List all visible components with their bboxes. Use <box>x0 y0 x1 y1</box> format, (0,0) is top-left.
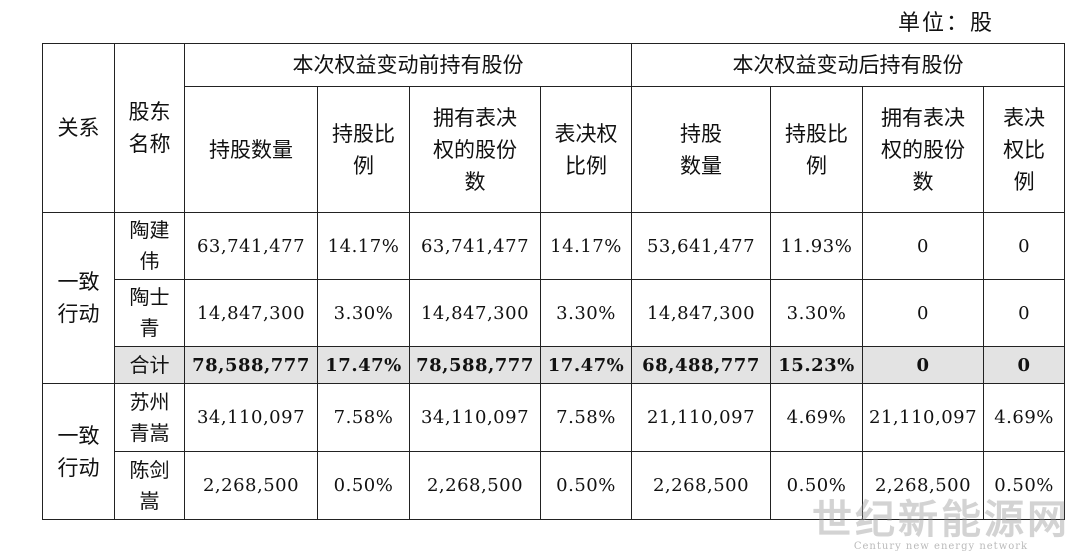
relation-cell: 一致 行动 <box>42 383 115 520</box>
shareholding-table: 关系 股东 名称 本次权益变动前持有股份 本次权益变动后持有股份 持股数量 持股… <box>42 43 1066 520</box>
table-cell: 0.50% <box>317 451 410 520</box>
header-holder-name: 股东 名称 <box>114 43 185 213</box>
header-after-share-ratio: 持股比 例 <box>770 86 863 213</box>
subtotal-row: 合计 78,588,777 17.47% 78,588,777 17.47% 6… <box>43 346 1066 384</box>
table-cell: 2,268,500 <box>631 451 771 520</box>
table-cell: 4.69% <box>983 383 1066 452</box>
holder-name-cell: 陶士 青 <box>114 279 185 347</box>
subtotal-label: 合计 <box>114 346 185 384</box>
table-cell: 34,110,097 <box>409 383 541 452</box>
table-cell: 0.50% <box>770 451 863 520</box>
header-after-group: 本次权益变动后持有股份 <box>630 43 1066 87</box>
table-cell: 3.30% <box>770 279 863 347</box>
table-row: 一致 行动 陶建 伟 63,741,477 14.17% 63,741,477 … <box>42 212 1066 384</box>
table-row: 陈剑 嵩 2,268,500 0.50% 2,268,500 0.50% 2,2… <box>43 451 1066 520</box>
header-before-share-count: 持股数量 <box>184 86 318 213</box>
table-cell: 14,847,300 <box>631 279 771 347</box>
table-cell: 0.50% <box>983 451 1066 520</box>
header-after-voting-ratio: 表决 权比 例 <box>983 86 1066 213</box>
table-cell: 68,488,777 <box>631 346 771 384</box>
table-cell: 34,110,097 <box>184 383 318 452</box>
table-row: 陶士 青 14,847,300 3.30% 14,847,300 3.30% 1… <box>43 279 1066 347</box>
header-relation: 关系 <box>42 43 115 213</box>
table-cell: 21,110,097 <box>861 383 985 452</box>
table-cell: 14.17% <box>317 212 410 280</box>
table-cell: 0 <box>983 346 1066 384</box>
table-cell: 15.23% <box>770 346 863 384</box>
table-cell: 63,741,477 <box>184 212 318 280</box>
table-cell: 0 <box>861 212 985 280</box>
table-cell: 14.17% <box>540 212 632 280</box>
header-before-share-ratio: 持股比 例 <box>317 86 410 213</box>
table-cell: 2,268,500 <box>409 451 541 520</box>
table-cell: 0 <box>861 346 985 384</box>
table-cell: 7.58% <box>317 383 410 452</box>
table-cell: 17.47% <box>540 346 632 384</box>
header-after-share-count: 持股 数量 <box>631 86 771 213</box>
table-cell: 53,641,477 <box>631 212 771 280</box>
holder-name-cell: 陶建 伟 <box>114 212 185 280</box>
table-cell: 78,588,777 <box>409 346 541 384</box>
watermark-subtitle: Century new energy network <box>853 541 1029 552</box>
header-before-voting-ratio: 表决权 比例 <box>540 86 632 213</box>
table-cell: 21,110,097 <box>631 383 771 452</box>
table-cell: 11.93% <box>770 212 863 280</box>
table-cell: 78,588,777 <box>184 346 318 384</box>
holder-name-cell: 陈剑 嵩 <box>114 451 185 520</box>
table-cell: 63,741,477 <box>409 212 541 280</box>
table-cell: 3.30% <box>540 279 632 347</box>
relation-cell: 一致 行动 <box>42 212 115 384</box>
holder-name-cell: 苏州 青嵩 <box>114 383 185 452</box>
table-cell: 0.50% <box>540 451 632 520</box>
header-before-voting-shares: 拥有表决 权的股份 数 <box>409 86 541 213</box>
table-cell: 2,268,500 <box>861 451 985 520</box>
table-cell: 0 <box>861 279 985 347</box>
table-cell: 3.30% <box>317 279 410 347</box>
header-before-group: 本次权益变动前持有股份 <box>184 43 632 87</box>
table-cell: 14,847,300 <box>184 279 318 347</box>
table-row: 一致 行动 苏州 青嵩 34,110,097 7.58% 34,110,097 … <box>42 383 1066 520</box>
table-cell: 4.69% <box>770 383 863 452</box>
table-cell: 17.47% <box>317 346 410 384</box>
table-cell: 2,268,500 <box>184 451 318 520</box>
table-cell: 0 <box>983 212 1066 280</box>
table-cell: 14,847,300 <box>409 279 541 347</box>
table-cell: 0 <box>983 279 1066 347</box>
unit-label: 单位：股 <box>897 11 994 36</box>
header-after-voting-shares: 拥有表决 权的股份 数 <box>861 86 985 213</box>
table-cell: 7.58% <box>540 383 632 452</box>
